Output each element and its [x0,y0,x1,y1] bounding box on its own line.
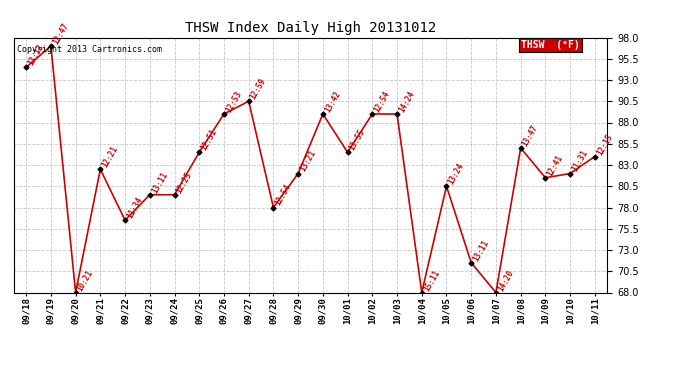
Text: 13:11: 13:11 [471,238,491,263]
Text: 14:20: 14:20 [496,268,515,292]
Text: 13:55: 13:55 [348,128,367,152]
Text: 12:47: 12:47 [51,21,70,46]
Text: 13:24: 13:24 [446,162,466,186]
Text: 13:42: 13:42 [323,90,342,114]
Text: 12:54: 12:54 [373,90,392,114]
Text: 12:53: 12:53 [224,90,244,114]
Text: THSW  (°F): THSW (°F) [521,40,580,50]
Text: 12:54: 12:54 [273,183,293,207]
Title: THSW Index Daily High 20131012: THSW Index Daily High 20131012 [185,21,436,35]
Text: 12:41: 12:41 [545,153,564,178]
Text: 14:24: 14:24 [397,90,416,114]
Text: 15:11: 15:11 [422,268,441,292]
Text: 12:51: 12:51 [199,128,219,152]
Text: 12:21: 12:21 [100,145,119,169]
Text: 13:47: 13:47 [521,123,540,148]
Text: 11:34: 11:34 [125,196,144,220]
Text: 13:11: 13:11 [150,170,169,195]
Text: 10:21: 10:21 [76,268,95,292]
Text: 12:25: 12:25 [175,170,194,195]
Text: 13:21: 13:21 [298,149,317,174]
Text: 12:15: 12:15 [595,132,614,156]
Text: 12:59: 12:59 [248,77,268,101]
Text: 13:12: 13:12 [26,43,46,67]
Text: 11:31: 11:31 [570,149,589,174]
Text: Copyright 2013 Cartronics.com: Copyright 2013 Cartronics.com [17,45,161,54]
